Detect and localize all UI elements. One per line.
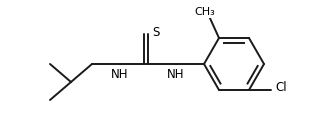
Text: S: S xyxy=(152,26,160,38)
Text: CH₃: CH₃ xyxy=(195,7,215,17)
Text: NH: NH xyxy=(167,67,185,81)
Text: Cl: Cl xyxy=(275,82,287,94)
Text: NH: NH xyxy=(111,67,129,81)
